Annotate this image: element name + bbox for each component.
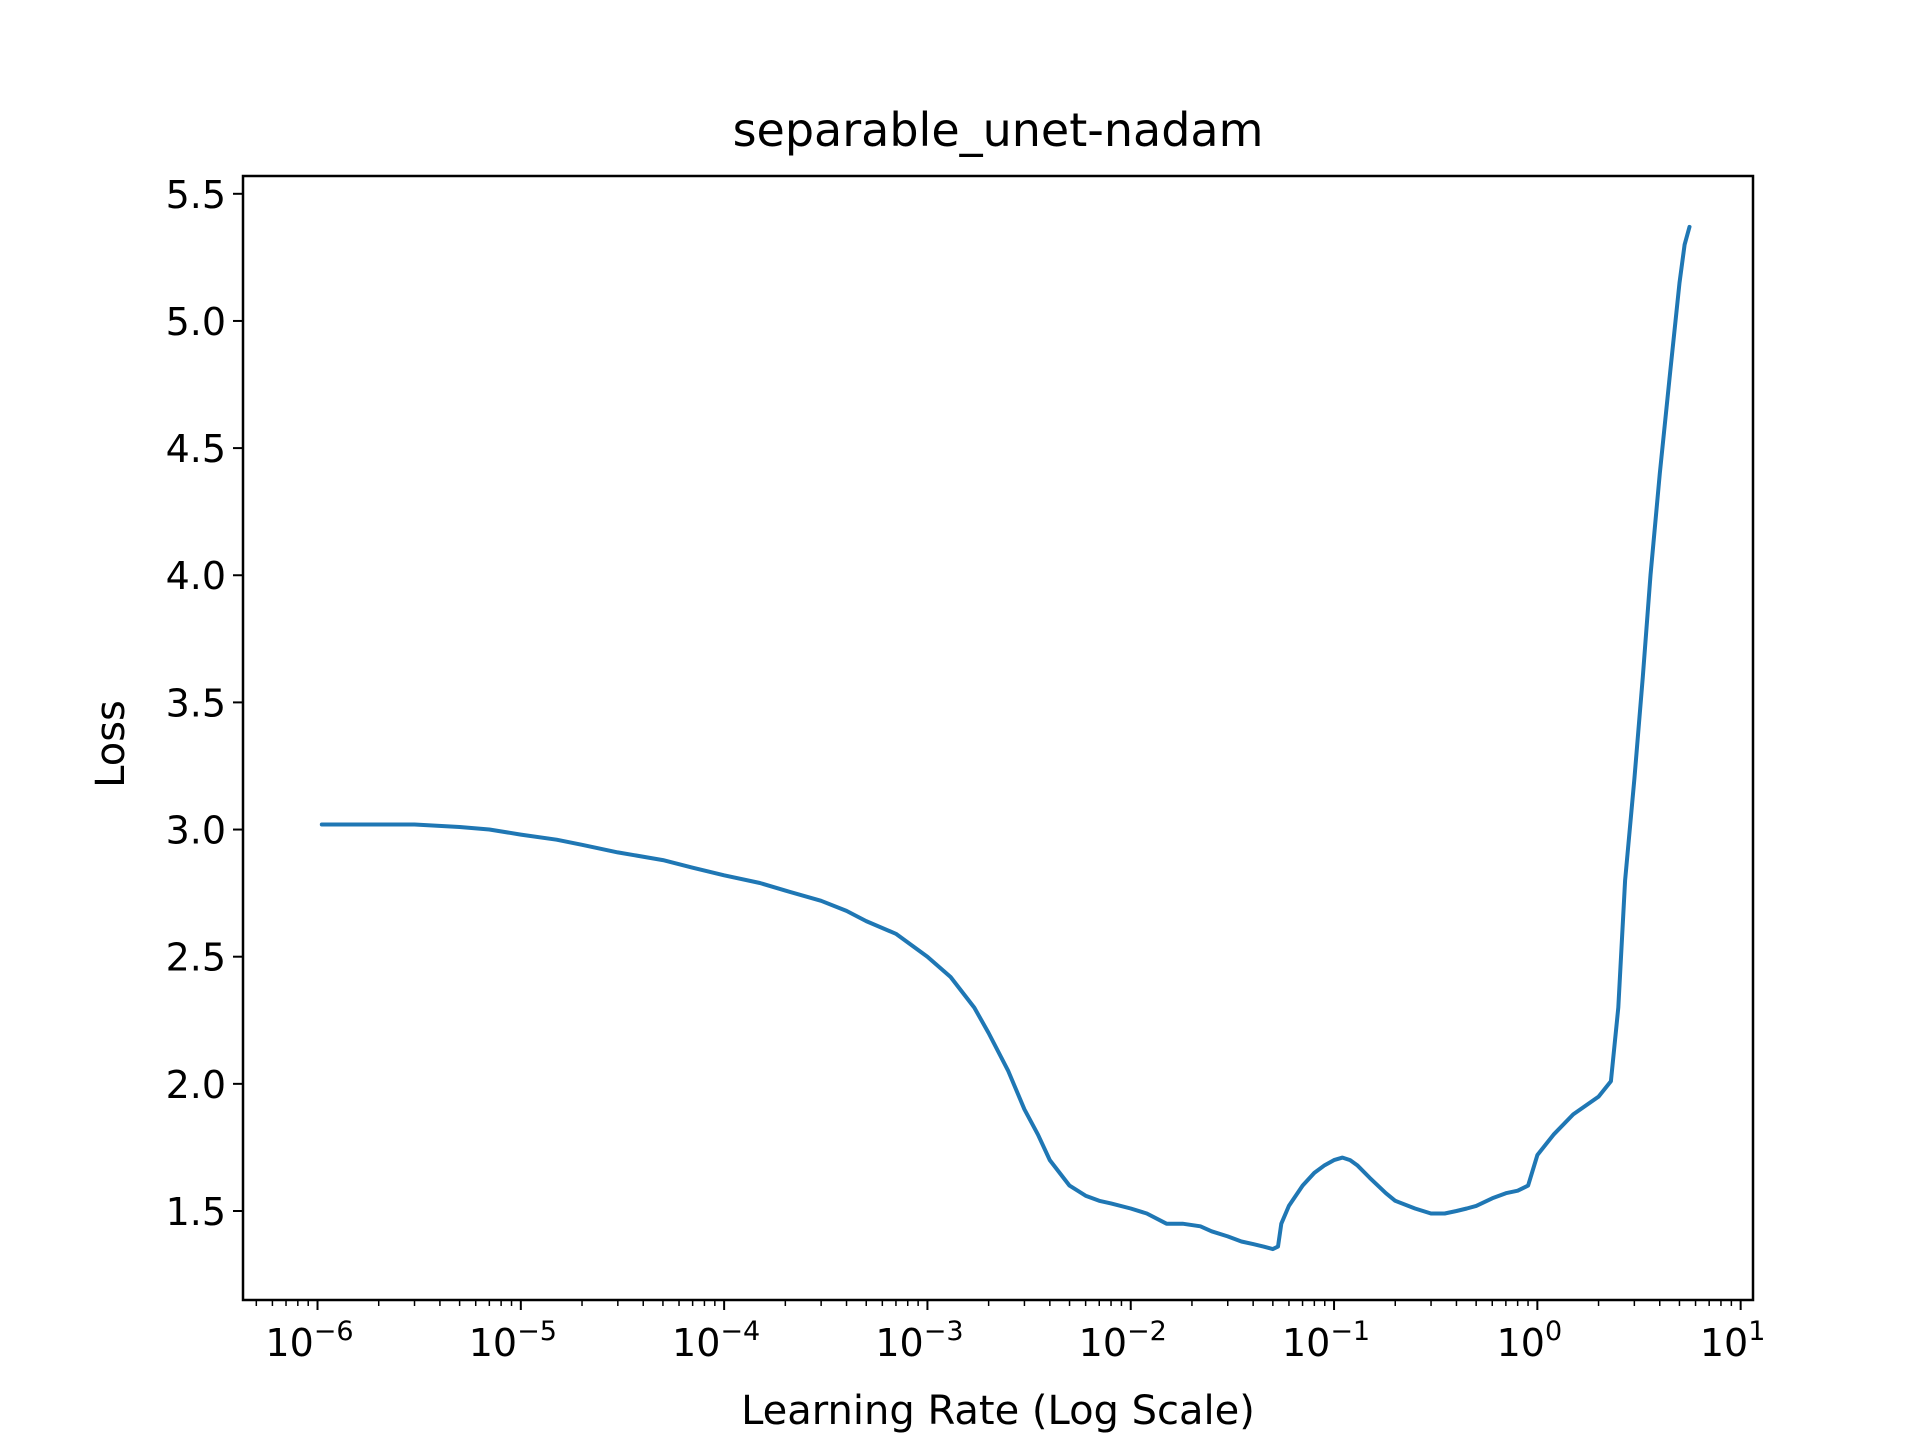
- y-tick-label: 2.5: [166, 936, 226, 980]
- x-axis-label: Learning Rate (Log Scale): [741, 1388, 1255, 1434]
- x-tick-label: 10−5: [469, 1316, 557, 1365]
- y-tick-label: 3.0: [166, 809, 226, 853]
- plot-area: [319, 224, 1692, 1252]
- y-tick-label: 4.0: [166, 554, 226, 598]
- y-tick-label: 5.5: [166, 173, 226, 217]
- x-tick-label: 101: [1700, 1316, 1766, 1365]
- x-tick-label: 10−2: [1079, 1316, 1167, 1365]
- loss-line: [319, 224, 1692, 1252]
- x-tick-label: 10−3: [875, 1316, 963, 1365]
- y-tick-label: 3.5: [166, 681, 226, 725]
- chart-title: separable_unet-nadam: [733, 103, 1264, 157]
- y-tick-label: 2.0: [166, 1063, 226, 1107]
- y-axis-label: Loss: [88, 700, 134, 788]
- y-tick-label: 4.5: [166, 427, 226, 471]
- y-tick-label: 5.0: [166, 300, 226, 344]
- x-tick-label: 100: [1497, 1316, 1563, 1365]
- plot-frame: [241, 174, 1755, 1302]
- y-tick-label: 1.5: [166, 1190, 226, 1234]
- x-tick-label: 10−1: [1282, 1316, 1370, 1365]
- x-tick-label: 10−6: [265, 1316, 353, 1365]
- x-tick-label: 10−4: [672, 1316, 760, 1365]
- axis-ticks: 1.5 2.0 2.5 3.0 3.5 4.0 4.5 5.0 5.5 10−6 10−5 10−4 1…: [166, 173, 1766, 1365]
